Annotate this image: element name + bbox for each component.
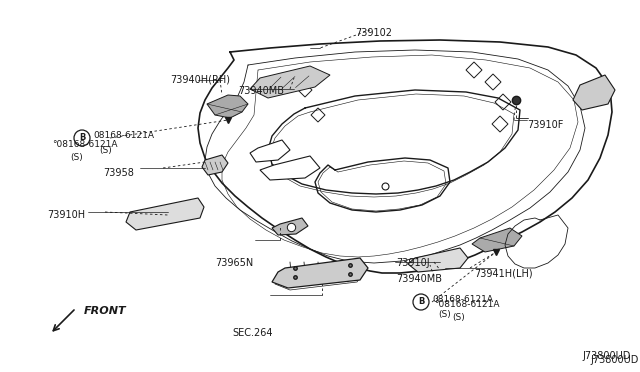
Polygon shape bbox=[126, 198, 204, 230]
Polygon shape bbox=[272, 218, 308, 235]
Text: J73800UD: J73800UD bbox=[582, 351, 630, 361]
Text: 73910J: 73910J bbox=[396, 258, 429, 268]
Text: °08168-6121A: °08168-6121A bbox=[52, 140, 118, 149]
Polygon shape bbox=[272, 258, 368, 288]
Text: (S): (S) bbox=[99, 145, 112, 154]
Text: 73958: 73958 bbox=[103, 168, 134, 178]
Polygon shape bbox=[250, 66, 330, 98]
Text: 73910H: 73910H bbox=[47, 210, 85, 220]
Text: 73940H(RH): 73940H(RH) bbox=[170, 75, 230, 85]
Text: B: B bbox=[418, 298, 424, 307]
Polygon shape bbox=[408, 248, 468, 272]
Text: 08168-6121A: 08168-6121A bbox=[432, 295, 493, 305]
Text: (S): (S) bbox=[70, 153, 83, 162]
Text: 73940MB: 73940MB bbox=[238, 86, 284, 96]
Text: °08168-6121A: °08168-6121A bbox=[434, 300, 499, 309]
Text: B: B bbox=[79, 134, 85, 142]
Polygon shape bbox=[573, 75, 615, 110]
Text: SEC.264: SEC.264 bbox=[232, 328, 273, 338]
Text: 73940MB: 73940MB bbox=[396, 274, 442, 284]
Text: 73965N: 73965N bbox=[215, 258, 253, 268]
Text: FRONT: FRONT bbox=[84, 306, 127, 316]
Text: 08168-6121A: 08168-6121A bbox=[93, 131, 154, 141]
Text: 739102: 739102 bbox=[355, 28, 392, 38]
Text: 73941H(LH): 73941H(LH) bbox=[474, 268, 532, 278]
Text: (S): (S) bbox=[452, 313, 465, 322]
Polygon shape bbox=[202, 155, 228, 175]
Text: 73910F: 73910F bbox=[527, 120, 563, 130]
Polygon shape bbox=[472, 228, 522, 252]
Text: J73800UD: J73800UD bbox=[590, 355, 638, 365]
Polygon shape bbox=[260, 156, 320, 180]
Text: (S): (S) bbox=[438, 310, 451, 318]
Polygon shape bbox=[207, 95, 248, 118]
Polygon shape bbox=[250, 140, 290, 162]
